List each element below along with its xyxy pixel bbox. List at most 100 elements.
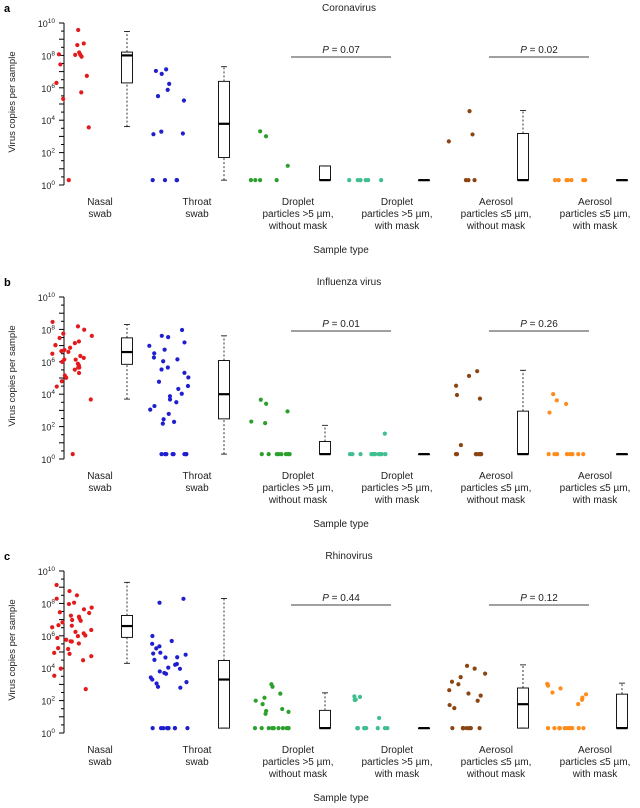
data-point [570,726,575,731]
data-point [82,327,87,332]
data-point [84,73,89,78]
data-point [274,452,279,457]
data-point [565,178,570,183]
data-point [286,726,291,731]
y-tick-label: 102 [41,148,55,159]
data-point [385,726,390,731]
data-point [89,627,94,633]
data-point [64,637,69,642]
box-iqr [517,133,529,181]
category-label: particles >5 µm, [361,757,432,768]
category-label: particles ≤5 µm, [560,209,631,220]
data-point [73,629,78,634]
box-iqr [616,693,628,729]
data-point [54,596,59,601]
data-point [258,397,263,402]
y-tick-label: 108 [41,324,55,335]
box-iqr [517,410,529,455]
data-point [66,646,71,652]
panel-title: Rhinovirus [325,551,372,562]
data-point [174,178,180,183]
panel-letter: c [4,551,10,563]
data-point [54,80,59,85]
box-2 [218,66,230,181]
data-point [57,610,62,615]
data-point [175,357,180,362]
data-point [447,688,452,693]
data-point [157,600,162,605]
data-point [56,52,62,57]
data-point [161,359,166,364]
data-point [81,607,87,612]
data-point [179,391,184,396]
box-3 [319,692,331,730]
data-point [347,452,353,457]
category-label: with mask [374,769,420,780]
data-point [460,726,465,731]
data-point [73,357,78,362]
data-point [366,178,371,183]
category-label: swab [88,209,112,220]
data-point [576,452,581,457]
data-point [89,605,94,610]
data-point [285,409,290,414]
data-point [148,407,153,412]
category-label: swab [185,757,209,768]
data-point [278,691,283,696]
data-point [54,582,59,588]
data-point [579,697,585,702]
data-point [583,692,589,697]
data-point [472,178,477,183]
data-point [76,641,81,646]
data-point [56,623,61,628]
data-point [179,327,185,333]
y-tick-label: 100 [41,728,55,739]
data-point [70,617,75,623]
box-1 [121,324,133,400]
data-point [55,635,60,641]
data-point [162,347,167,352]
data-point [72,341,77,346]
data-point [72,367,77,372]
category-label: particles ≤5 µm, [461,209,532,220]
x-axis-label: Sample type [313,793,369,804]
data-point [258,129,263,134]
data-point [50,319,55,325]
data-point [88,397,93,402]
data-point [567,452,572,457]
comparison-label: P = 0.12 [520,593,558,604]
data-point [260,702,265,707]
data-point [581,726,586,731]
data-point [68,613,74,618]
data-point [73,52,78,57]
data-point [551,392,556,397]
data-point [162,178,168,183]
data-point [66,601,72,607]
box-6 [616,453,628,456]
data-point [178,685,183,690]
data-point [54,384,59,389]
data-point [147,343,152,348]
data-point [466,373,472,379]
category-label: Droplet [282,471,314,482]
category-label: Droplet [381,745,413,756]
data-point [75,324,81,329]
data-point [173,662,178,667]
series-6 [552,178,588,183]
series-4 [347,431,388,457]
series-2 [147,327,191,457]
box-4 [418,179,430,182]
data-point [150,677,155,682]
category-label: particles >5 µm, [262,209,333,220]
data-point [154,646,159,651]
data-point [159,129,164,134]
category-label: Droplet [381,197,413,208]
y-tick-label: 100 [41,180,55,191]
data-point [467,109,472,114]
data-point [176,386,181,392]
data-point [171,452,176,457]
y-tick-label: 104 [41,663,55,674]
category-label: Aerosol [578,471,612,482]
data-point [379,178,384,183]
panel-c: c Rhinovirus 100 102 104 106 108 1010 Virus copi… [4,551,630,804]
